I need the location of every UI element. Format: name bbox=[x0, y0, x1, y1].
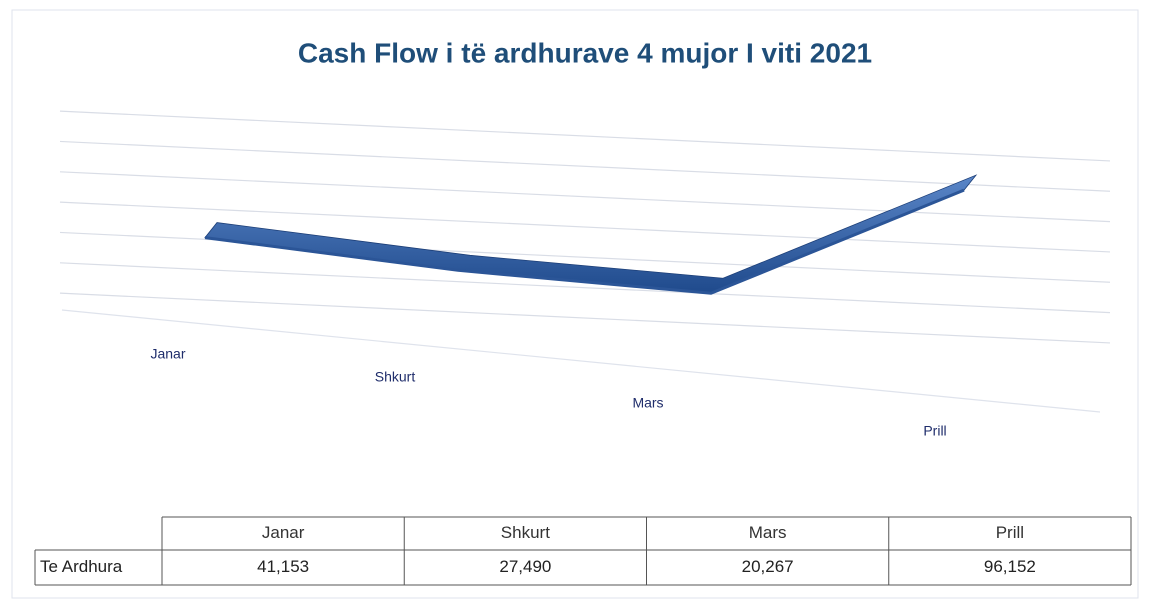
table-value: 96,152 bbox=[984, 557, 1036, 576]
chart-title: Cash Flow i të ardhurave 4 mujor I viti … bbox=[298, 37, 872, 68]
table-value: 20,267 bbox=[742, 557, 794, 576]
grid-line bbox=[59, 201, 1111, 253]
x-tick-label: Janar bbox=[150, 346, 185, 362]
chart-frame bbox=[11, 9, 1139, 599]
grid-line bbox=[59, 262, 1111, 314]
table-header: Prill bbox=[996, 523, 1024, 542]
table-value: 41,153 bbox=[257, 557, 309, 576]
grid-line bbox=[59, 110, 1111, 162]
table-header: Janar bbox=[262, 523, 305, 542]
grid-line bbox=[59, 292, 1111, 344]
grid-line bbox=[59, 140, 1111, 192]
floor-line bbox=[61, 309, 1101, 413]
line bbox=[204, 188, 965, 295]
table-row-label: Te Ardhura bbox=[40, 557, 123, 576]
x-tick-label: Prill bbox=[923, 423, 946, 439]
table-header: Mars bbox=[749, 523, 787, 542]
table-header: Shkurt bbox=[501, 523, 550, 542]
x-tick-label: Shkurt bbox=[375, 369, 416, 385]
table-value: 27,490 bbox=[499, 557, 551, 576]
grid-line bbox=[59, 171, 1111, 223]
x-tick-label: Mars bbox=[632, 395, 663, 411]
